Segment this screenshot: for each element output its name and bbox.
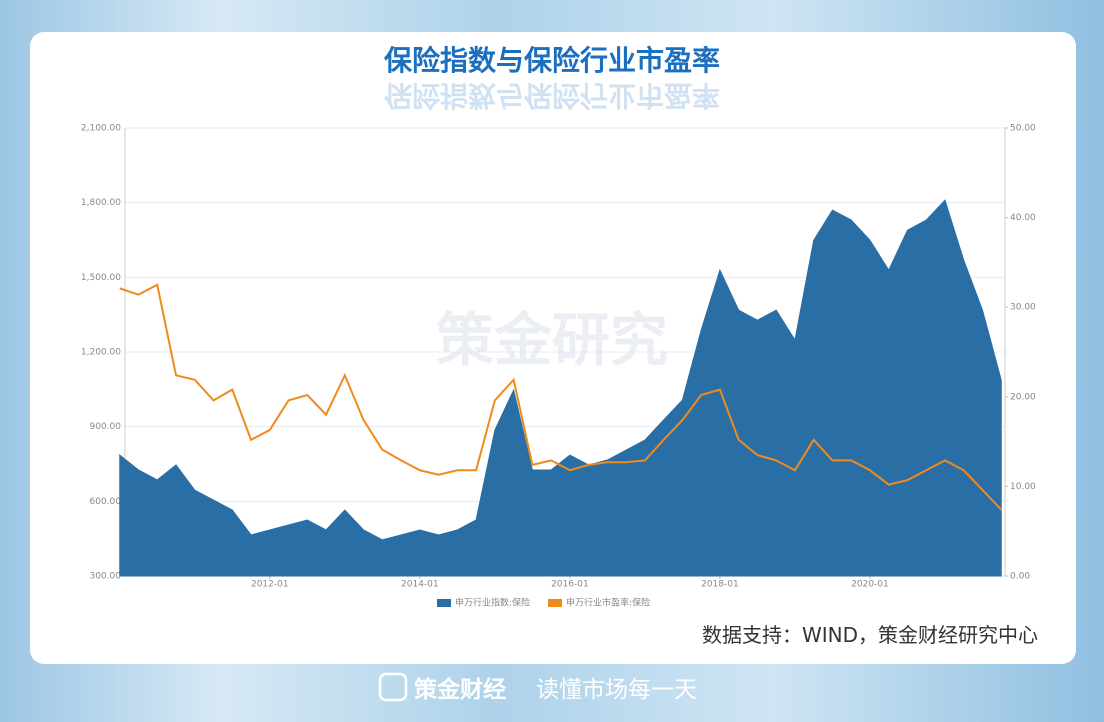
y2-tick-label: 40.00 (1010, 213, 1036, 223)
y-tick-label: 1,800.00 (81, 198, 121, 208)
y2-tick-label: 10.00 (1010, 482, 1036, 492)
y-tick-label: 1,500.00 (81, 273, 121, 283)
y-tick-label: 2,100.00 (81, 124, 121, 134)
x-tick-label: 2018-01 (701, 580, 739, 590)
x-tick-label: 2020-01 (851, 580, 889, 590)
watermark: 策金研究 (436, 306, 668, 374)
footer-brand: 策金财经 (414, 676, 506, 703)
legend-label: 申万行业指数:保险 (455, 597, 530, 609)
legend-swatch (437, 599, 451, 607)
y-tick-label: 300.00 (90, 572, 122, 582)
footer-slogan: 读懂市场每一天 (536, 677, 697, 703)
x-tick-label: 2014-01 (401, 580, 439, 590)
source: 数据支持：WIND，策金财经研究中心 (702, 623, 1038, 647)
logo-icon (378, 672, 408, 702)
y2-tick-label: 30.00 (1010, 303, 1036, 313)
title-reflection: 保险指数与保险行业市盈率 (384, 79, 720, 112)
y-tick-label: 900.00 (90, 422, 122, 432)
legend-label: 申万行业市盈率:保险 (566, 597, 650, 609)
legend-swatch (548, 599, 563, 607)
y2-tick-label: 0.00 (1010, 572, 1030, 582)
y2-tick-label: 20.00 (1010, 392, 1036, 402)
pe-line (119, 283, 1002, 511)
x-tick-label: 2012-01 (251, 580, 289, 590)
chart-title: 保险指数与保险行业市盈率 (384, 44, 720, 77)
y-tick-label: 1,200.00 (81, 348, 121, 358)
x-tick-label: 2016-01 (551, 580, 589, 590)
plot: 300.00 600.00 900.00 1,200.00 1,500.00 1,800.… (81, 124, 1036, 609)
y-tick-label: 600.00 (90, 497, 122, 507)
index-area (119, 199, 1002, 577)
y2-tick-label: 50.00 (1010, 124, 1036, 134)
